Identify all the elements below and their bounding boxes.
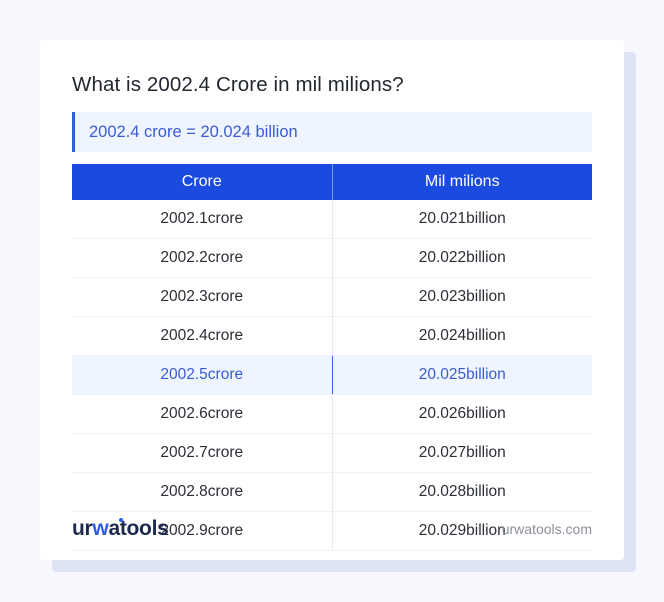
cell-mil: 20.026billion [332,394,592,434]
cell-mil: 20.023billion [332,277,592,317]
table-row-highlighted: 2002.5crore 20.025billion [72,355,592,395]
table-row: 2002.2crore 20.022billion [72,238,592,278]
cell-mil: 20.029billion [332,511,592,551]
table-row: 2002.7crore 20.027billion [72,433,592,473]
cell-crore: 2002.8crore [72,472,333,512]
conversion-table: Crore Mil milions 2002.1crore 20.021bill… [72,164,592,551]
cell-mil: 20.024billion [332,316,592,356]
cell-crore: 2002.3crore [72,277,333,317]
cell-crore: 2002.6crore [72,394,333,434]
table-body: 2002.1crore 20.021billion 2002.2crore 20… [72,200,592,551]
table-row: 2002.3crore 20.023billion [72,277,592,317]
cell-mil: 20.028billion [332,472,592,512]
logo-text-3: atools [108,517,169,540]
cell-crore: 2002.2crore [72,238,333,278]
logo-dot-icon [119,518,123,522]
cell-crore: 2002.5crore [72,355,333,395]
logo-text-2: w [92,517,109,540]
cell-crore: 2002.1crore [72,200,333,239]
cell-mil: 20.022billion [332,238,592,278]
cell-crore: 2002.7crore [72,433,333,473]
brand-logo[interactable]: urwatools [72,517,169,541]
column-header-crore: Crore [72,164,333,200]
table-header-row: Crore Mil milions [72,164,592,200]
table-row: 2002.9crore 20.029billion [72,511,592,551]
page-title: What is 2002.4 Crore in mil milions? [72,73,404,96]
cell-mil: 20.021billion [332,200,592,239]
cell-crore: 2002.9crore [72,511,333,551]
result-text: 2002.4 crore = 20.024 billion [89,122,298,141]
site-url-label: urwatools.com [501,521,592,537]
logo-text-1: ur [72,517,93,540]
table-row: 2002.4crore 20.024billion [72,316,592,356]
table-row: 2002.6crore 20.026billion [72,394,592,434]
cell-crore: 2002.4crore [72,316,333,356]
column-header-mil-milions: Mil milions [332,164,592,200]
table-row: 2002.8crore 20.028billion [72,472,592,512]
card-footer: urwatools urwatools.com [72,512,592,546]
cell-mil: 20.025billion [332,355,592,395]
table-row: 2002.1crore 20.021billion [72,200,592,239]
cell-mil: 20.027billion [332,433,592,473]
conversion-card: What is 2002.4 Crore in mil milions? 200… [40,40,624,560]
result-banner: 2002.4 crore = 20.024 billion [72,112,592,152]
